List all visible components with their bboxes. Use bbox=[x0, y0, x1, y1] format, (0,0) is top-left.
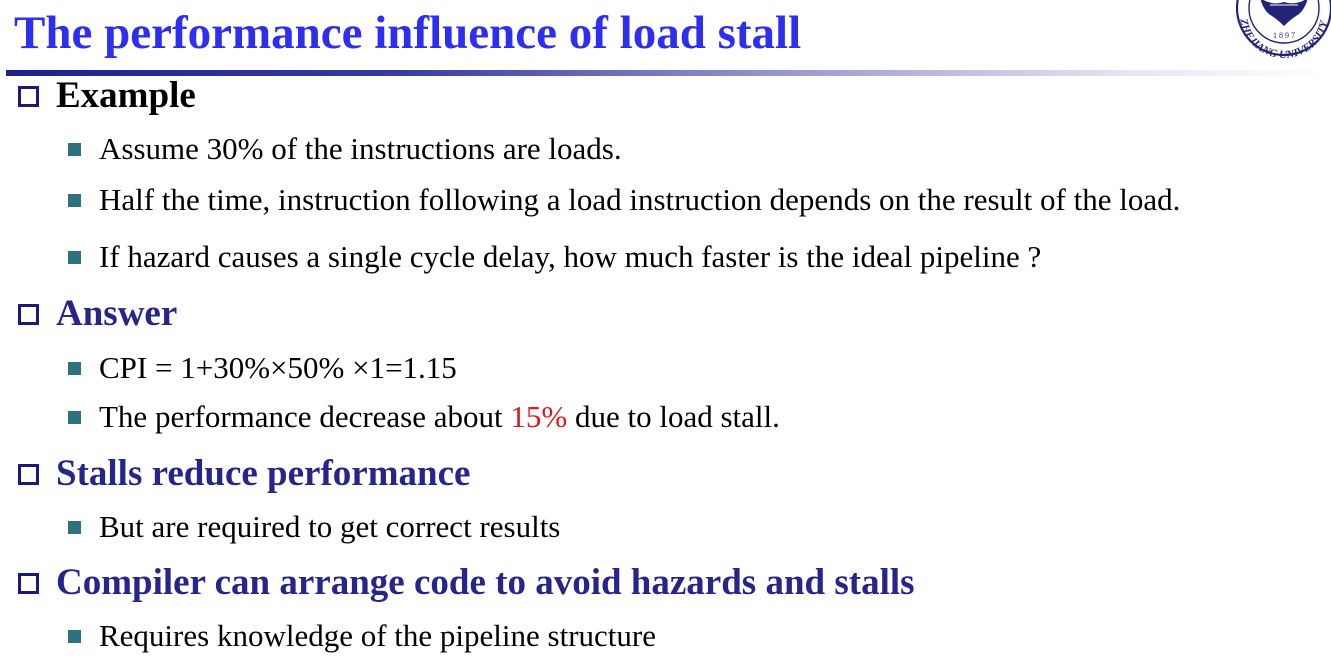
square-bullet-icon bbox=[68, 410, 81, 424]
logo-year: 1 8 9 7 bbox=[1273, 31, 1295, 40]
title-divider bbox=[6, 70, 1331, 76]
heading-compiler: Compiler can arrange code to avoid hazar… bbox=[18, 561, 915, 605]
text-suffix: due to load stall. bbox=[567, 399, 780, 434]
heading-label: Answer bbox=[56, 293, 178, 334]
list-item: The performance decrease about 15% due t… bbox=[68, 398, 780, 436]
list-item: Half the time, instruction following a l… bbox=[68, 181, 1180, 219]
highlight-percentage: 15% bbox=[510, 399, 568, 434]
heading-answer: Answer bbox=[18, 292, 177, 336]
heading-label: Compiler can arrange code to avoid hazar… bbox=[56, 562, 915, 603]
hollow-square-bullet-icon bbox=[18, 303, 39, 325]
list-item: If hazard causes a single cycle delay, h… bbox=[68, 238, 1041, 276]
text-prefix: The performance decrease about bbox=[99, 399, 511, 434]
heading-example: Example bbox=[18, 74, 196, 118]
heading-label: Stalls reduce performance bbox=[56, 453, 471, 494]
square-bullet-icon bbox=[68, 629, 81, 643]
list-item-text: But are required to get correct results bbox=[99, 509, 561, 544]
list-item-text: The performance decrease about 15% due t… bbox=[99, 398, 780, 436]
heading-label: Example bbox=[56, 75, 196, 116]
square-bullet-icon bbox=[68, 193, 81, 207]
zhejiang-university-seal-icon: 1 8 9 7 ZHEJIANG UNIVERSITY bbox=[1216, 0, 1331, 62]
square-bullet-icon bbox=[68, 142, 81, 156]
list-item-text: Half the time, instruction following a l… bbox=[99, 182, 1181, 217]
square-bullet-icon bbox=[68, 520, 81, 534]
list-item: But are required to get correct results bbox=[68, 508, 560, 546]
square-bullet-icon bbox=[68, 250, 81, 264]
list-item-text: Requires knowledge of the pipeline struc… bbox=[99, 618, 656, 653]
list-item: CPI = 1+30%×50% ×1=1.15 bbox=[68, 349, 457, 387]
square-bullet-icon bbox=[68, 361, 81, 375]
list-item: Assume 30% of the instructions are loads… bbox=[68, 130, 622, 168]
list-item-text: Assume 30% of the instructions are loads… bbox=[99, 131, 622, 166]
heading-stalls: Stalls reduce performance bbox=[18, 452, 470, 496]
hollow-square-bullet-icon bbox=[18, 85, 39, 107]
list-item: Requires knowledge of the pipeline struc… bbox=[68, 617, 656, 655]
slide-title: The performance influence of load stall bbox=[14, 7, 802, 59]
list-item-text: If hazard causes a single cycle delay, h… bbox=[99, 239, 1042, 274]
hollow-square-bullet-icon bbox=[18, 572, 39, 594]
list-item-text: CPI = 1+30%×50% ×1=1.15 bbox=[99, 350, 457, 385]
hollow-square-bullet-icon bbox=[18, 463, 39, 485]
